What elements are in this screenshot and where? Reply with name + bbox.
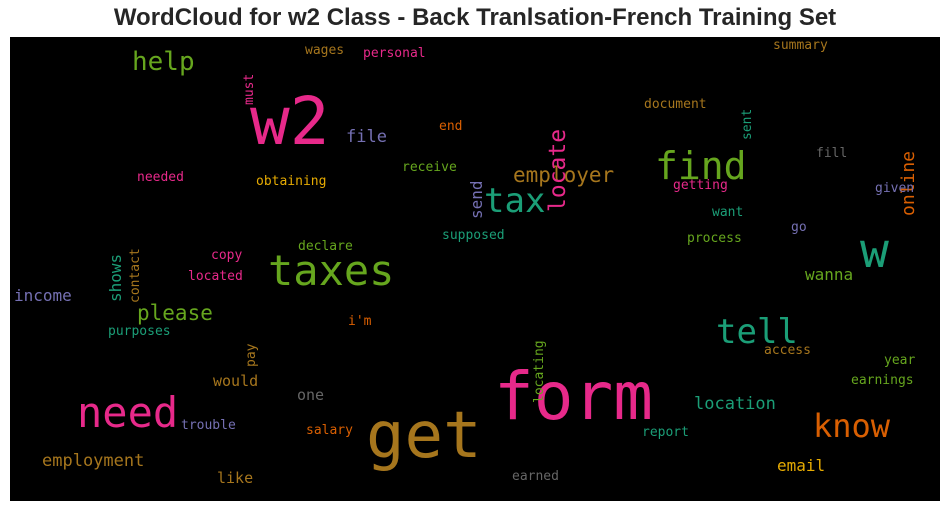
word-location: location	[694, 394, 776, 414]
word-fill: fill	[816, 146, 848, 161]
word-email: email	[777, 456, 826, 475]
word-cloud: w2 form get w taxes need find tell tax know help em…	[10, 37, 940, 501]
word-employment: employment	[42, 451, 145, 471]
word-document: document	[644, 97, 707, 112]
word-one: one	[297, 386, 325, 404]
word-located: located	[188, 269, 243, 284]
word-find: find	[655, 144, 747, 188]
word-tell: tell	[716, 312, 798, 352]
word-taxes: taxes	[268, 246, 395, 295]
word-obtaining: obtaining	[256, 174, 327, 189]
word-wages: wages	[305, 43, 345, 58]
word-contact: contact	[128, 248, 143, 303]
word-earned: earned	[512, 469, 559, 484]
word-receive: receive	[402, 160, 457, 175]
word-would: would	[213, 372, 259, 390]
word-copy: copy	[211, 248, 243, 263]
word-personal: personal	[363, 46, 426, 61]
word-wanna: wanna	[805, 265, 854, 284]
word-help: help	[132, 47, 195, 77]
word-report: report	[642, 425, 689, 440]
word-getting: getting	[673, 178, 728, 193]
word-file: file	[346, 127, 387, 147]
word-needed: needed	[137, 170, 184, 185]
word-declare: declare	[298, 239, 353, 254]
word-sent: sent	[740, 108, 755, 140]
word-salary: salary	[306, 423, 353, 438]
word-please: please	[137, 301, 213, 325]
word-locating: locating	[532, 340, 547, 403]
word-summary: summary	[773, 38, 828, 53]
word-must: must	[242, 73, 257, 105]
word-pay: pay	[244, 343, 259, 367]
word-need: need	[77, 388, 179, 437]
word-access: access	[764, 343, 811, 358]
word-supposed: supposed	[442, 228, 505, 243]
word-earnings: earnings	[851, 373, 914, 388]
word-end: end	[439, 119, 463, 134]
word-go: go	[791, 220, 807, 235]
word-income: income	[14, 286, 72, 305]
word-w2: w2	[250, 83, 330, 160]
word-trouble: trouble	[181, 418, 236, 433]
word-locate: locate	[545, 128, 571, 212]
word-process: process	[687, 231, 742, 246]
word-year: year	[884, 353, 916, 368]
word-purposes: purposes	[108, 324, 171, 339]
word-tax: tax	[484, 181, 546, 221]
word-send: send	[467, 180, 486, 219]
word-shows: shows	[106, 253, 125, 302]
word-employer: employer	[513, 163, 615, 187]
word-like: like	[217, 469, 254, 487]
word-want: want	[712, 205, 744, 220]
word-form: form	[494, 358, 653, 435]
word-given: given	[875, 181, 915, 196]
word-get: get	[366, 399, 482, 473]
chart-title: WordCloud for w2 Class - Back Tranlsatio…	[113, 4, 837, 31]
word-w: w	[860, 223, 889, 279]
word-i-m: i'm	[348, 314, 372, 329]
word-know: know	[813, 407, 891, 445]
